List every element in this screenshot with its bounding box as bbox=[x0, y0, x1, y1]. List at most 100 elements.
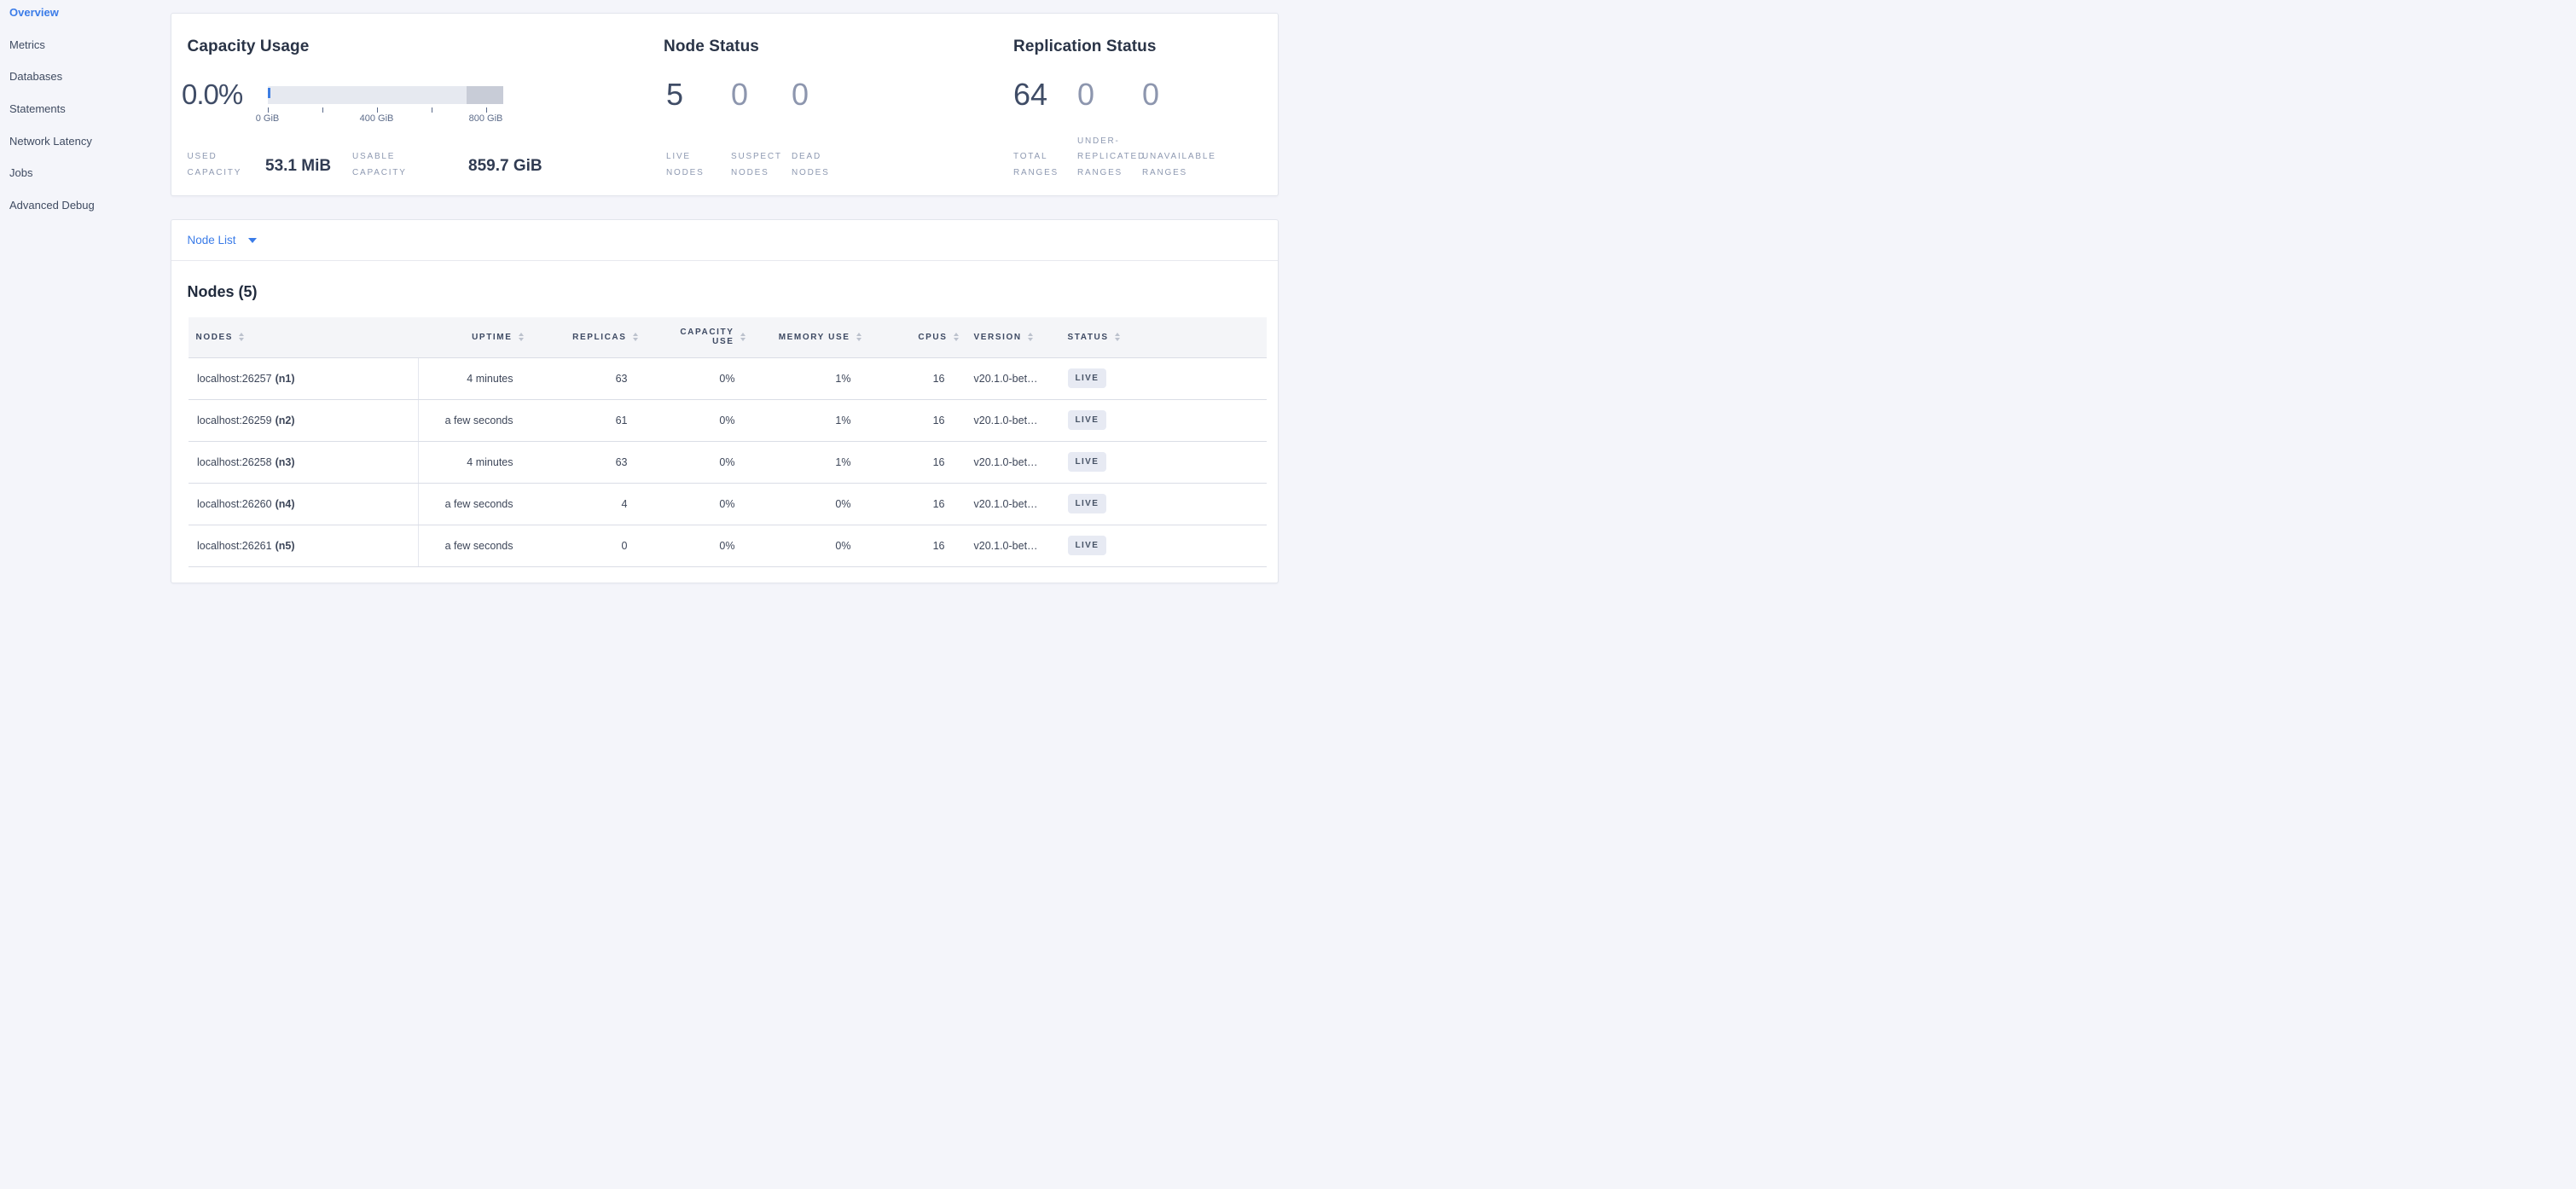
capacity-use-cell: 0% bbox=[719, 414, 735, 426]
memory-use-cell: 1% bbox=[835, 372, 851, 385]
sort-icon bbox=[239, 333, 245, 341]
sort-icon bbox=[740, 333, 746, 341]
cockroachdb-admin-ui: Overview Metrics Databases Statements Ne… bbox=[0, 0, 1288, 594]
status-badge: LIVE bbox=[1067, 368, 1107, 388]
node-status-title: Node Status bbox=[664, 37, 759, 55]
uptime-cell: a few seconds bbox=[444, 539, 513, 552]
nodes-table: NODES UPTIME REPLICAS CAPACITY USE MEMOR… bbox=[188, 316, 1267, 567]
column-header-replicas[interactable]: REPLICAS bbox=[525, 333, 640, 342]
status-badge: LIVE bbox=[1067, 494, 1107, 513]
unavailable-ranges-count: 0 bbox=[1142, 77, 1160, 112]
dead-nodes-label: DEAD NODES bbox=[792, 152, 830, 177]
total-ranges-label: TOTAL RANGES bbox=[1013, 152, 1059, 177]
node-address[interactable]: localhost:26257 bbox=[197, 372, 272, 385]
column-header-uptime[interactable]: UPTIME bbox=[419, 333, 525, 342]
status-badge: LIVE bbox=[1067, 410, 1107, 430]
column-header-memory-use[interactable]: MEMORY USE bbox=[747, 333, 863, 342]
cpus-cell: 16 bbox=[932, 372, 945, 385]
table-row-node-2[interactable]: localhost:26259 (n2) a few seconds 61 0% … bbox=[188, 399, 1267, 442]
memory-use-cell: 1% bbox=[835, 414, 851, 426]
suspect-nodes-label: SUSPECT NODES bbox=[731, 152, 782, 177]
capacity-use-cell: 0% bbox=[719, 455, 735, 468]
live-nodes-count: 5 bbox=[666, 77, 684, 112]
capacity-axis-ticks bbox=[267, 107, 503, 113]
node-list-dropdown-label: Node List bbox=[187, 234, 236, 246]
table-row-node-4[interactable]: localhost:26260 (n4) a few seconds 4 0% 0… bbox=[188, 483, 1267, 525]
memory-use-cell: 1% bbox=[835, 455, 851, 468]
cpus-cell: 16 bbox=[932, 539, 945, 552]
column-header-nodes[interactable]: NODES bbox=[189, 333, 419, 342]
sort-icon bbox=[856, 333, 862, 341]
dead-nodes-count: 0 bbox=[792, 77, 809, 112]
sort-icon bbox=[518, 333, 524, 341]
capacity-usage-title: Capacity Usage bbox=[187, 37, 310, 55]
sidebar-item-network-latency[interactable]: Network Latency bbox=[9, 134, 92, 148]
node-list-card: Node List Nodes (5) NODES UPTIME REPLICA… bbox=[171, 219, 1279, 583]
replicas-cell: 4 bbox=[621, 497, 628, 510]
capacity-used-percent: 0.0% bbox=[182, 78, 243, 110]
live-nodes-label: LIVE NODES bbox=[666, 152, 705, 177]
uptime-cell: a few seconds bbox=[444, 414, 513, 426]
replicas-cell: 63 bbox=[615, 455, 628, 468]
sidebar-item-metrics[interactable]: Metrics bbox=[9, 38, 45, 51]
node-id: (n3) bbox=[275, 455, 295, 468]
cpus-cell: 16 bbox=[932, 497, 945, 510]
suspect-nodes-count: 0 bbox=[731, 77, 749, 112]
sort-icon bbox=[1027, 333, 1033, 341]
node-list-dropdown[interactable]: Node List bbox=[171, 220, 1278, 261]
sidebar-item-databases[interactable]: Databases bbox=[9, 70, 63, 84]
node-id: (n5) bbox=[275, 539, 295, 552]
column-header-capacity-use[interactable]: CAPACITY USE bbox=[640, 328, 747, 346]
total-ranges-count: 64 bbox=[1013, 77, 1048, 112]
node-address[interactable]: localhost:26258 bbox=[197, 455, 272, 468]
capacity-usage-bar bbox=[267, 86, 503, 104]
cluster-summary-card: Capacity Usage 0.0% 0 GiB 400 GiB 800 Gi… bbox=[171, 13, 1279, 196]
node-address[interactable]: localhost:26260 bbox=[197, 497, 272, 510]
usable-capacity-value: 859.7 GiB bbox=[468, 157, 542, 175]
table-row-node-1[interactable]: localhost:26257 (n1) 4 minutes 63 0% 1% 1… bbox=[188, 357, 1267, 400]
capacity-use-cell: 0% bbox=[719, 497, 735, 510]
table-row-node-5[interactable]: localhost:26261 (n5) a few seconds 0 0% 0… bbox=[188, 525, 1267, 567]
capacity-bar-used-indicator bbox=[268, 88, 270, 98]
status-badge: LIVE bbox=[1067, 536, 1107, 555]
axis-label-0gib: 0 GiB bbox=[255, 113, 280, 124]
under-replicated-ranges-count: 0 bbox=[1077, 77, 1095, 112]
node-address[interactable]: localhost:26259 bbox=[197, 414, 272, 426]
column-header-cpus[interactable]: CPUS bbox=[863, 333, 960, 342]
nodes-section-title: Nodes (5) bbox=[187, 283, 258, 300]
sidebar-item-advanced-debug[interactable]: Advanced Debug bbox=[9, 198, 95, 212]
chevron-down-icon bbox=[247, 237, 257, 243]
axis-label-800gib: 800 GiB bbox=[468, 113, 503, 124]
version-cell: v20.1.0-bet… bbox=[973, 372, 1038, 385]
sort-icon bbox=[953, 333, 959, 341]
sort-icon bbox=[1114, 333, 1120, 341]
memory-use-cell: 0% bbox=[835, 497, 851, 510]
capacity-use-cell: 0% bbox=[719, 372, 735, 385]
used-capacity-value: 53.1 MiB bbox=[265, 157, 332, 175]
nodes-table-header: NODES UPTIME REPLICAS CAPACITY USE MEMOR… bbox=[188, 316, 1267, 358]
node-address[interactable]: localhost:26261 bbox=[197, 539, 272, 552]
uptime-cell: 4 minutes bbox=[467, 455, 513, 468]
version-cell: v20.1.0-bet… bbox=[973, 414, 1038, 426]
sidebar-item-statements[interactable]: Statements bbox=[9, 102, 66, 116]
replicas-cell: 63 bbox=[615, 372, 628, 385]
replicas-cell: 0 bbox=[621, 539, 628, 552]
node-id: (n4) bbox=[275, 497, 295, 510]
node-id: (n2) bbox=[275, 414, 295, 426]
sidebar: Overview Metrics Databases Statements Ne… bbox=[0, 0, 171, 594]
sidebar-item-overview[interactable]: Overview bbox=[9, 6, 59, 20]
status-badge: LIVE bbox=[1067, 452, 1107, 472]
axis-label-400gib: 400 GiB bbox=[359, 113, 394, 124]
version-cell: v20.1.0-bet… bbox=[973, 497, 1038, 510]
capacity-use-cell: 0% bbox=[719, 539, 735, 552]
sort-icon bbox=[632, 333, 638, 341]
uptime-cell: 4 minutes bbox=[467, 372, 513, 385]
column-header-version[interactable]: VERSION bbox=[960, 333, 1063, 342]
usable-capacity-label: USABLE CAPACITY bbox=[352, 152, 407, 177]
sidebar-item-jobs[interactable]: Jobs bbox=[9, 166, 33, 180]
cpus-cell: 16 bbox=[932, 455, 945, 468]
column-header-status[interactable]: STATUS bbox=[1063, 333, 1267, 342]
replication-status-title: Replication Status bbox=[1013, 37, 1157, 55]
table-row-node-3[interactable]: localhost:26258 (n3) 4 minutes 63 0% 1% 1… bbox=[188, 441, 1267, 484]
capacity-bar-other-used-segment bbox=[467, 86, 503, 104]
